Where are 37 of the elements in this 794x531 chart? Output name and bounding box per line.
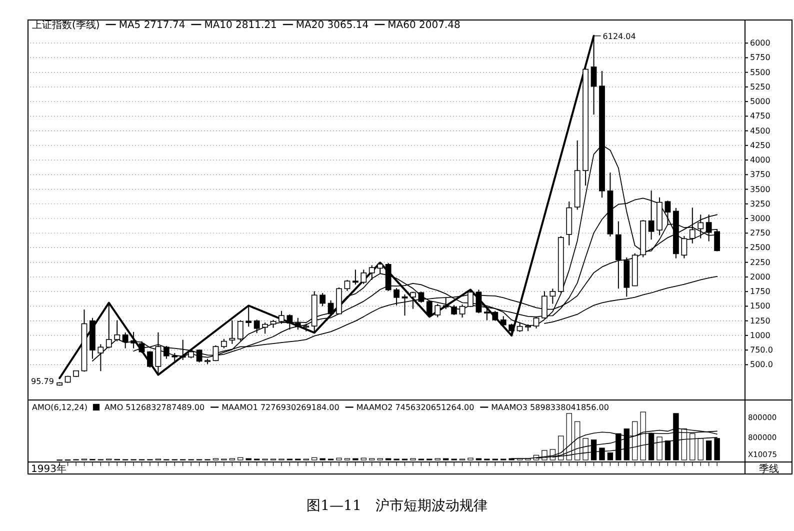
y-tick-label: 1500 <box>750 302 770 311</box>
y-tick-label: 5750 <box>750 53 770 62</box>
legend-label: MAAMO2 7456320651264.00 <box>356 403 474 412</box>
y-tick-label: 4500 <box>750 126 770 136</box>
legend-label: AMO 5126832787489.00 <box>104 403 205 412</box>
legend-label: MA5 2717.74 <box>118 20 186 31</box>
chart-title: AMO(6,12,24) <box>32 403 88 412</box>
y-tick-label: 4250 <box>750 140 770 150</box>
y-tick-label: 6000 <box>750 38 770 48</box>
y-tick-label: 1750 <box>750 287 770 296</box>
y-tick-label: 5000 <box>750 97 770 106</box>
y-tick-label: 5500 <box>750 68 770 77</box>
y-tick-label: 3750 <box>750 170 770 180</box>
caption: 图1—11 沪市短期波动规律 <box>306 498 488 514</box>
legend-label: MA20 3065.14 <box>296 20 369 31</box>
legend-label: MAAMO3 5898338041856.00 <box>491 403 609 412</box>
y-tick-label: 1000 <box>750 330 770 340</box>
y-tick-label: 5250 <box>750 82 770 92</box>
y-tick-label: 1250 <box>750 316 770 326</box>
text: 95.79 <box>31 377 54 386</box>
y-tick-label: 2000 <box>750 272 770 282</box>
y-tick-label: 4750 <box>750 112 770 121</box>
y-tick-label: 750.0 <box>750 346 773 355</box>
y-tick-label: 500.0 <box>750 360 773 370</box>
y-tick-label: 4000 <box>750 156 770 165</box>
text: 季线 <box>759 463 779 475</box>
annotation: 6124.04 <box>602 32 636 41</box>
y-tick-label: 2250 <box>750 258 770 267</box>
y-tick-label: 2500 <box>750 243 770 252</box>
legend-label: MA10 2811.21 <box>204 20 277 31</box>
y-tick-label: 2750 <box>750 228 770 238</box>
text: 1993年 <box>31 463 66 475</box>
legend-label: MAAMO1 7276930269184.00 <box>222 403 340 412</box>
y-tick-label: 3250 <box>750 199 770 208</box>
legend-label: MA60 2007.48 <box>388 20 460 31</box>
y-tick-label: 3500 <box>750 184 770 194</box>
y-tick-label: 3000 <box>750 214 770 223</box>
